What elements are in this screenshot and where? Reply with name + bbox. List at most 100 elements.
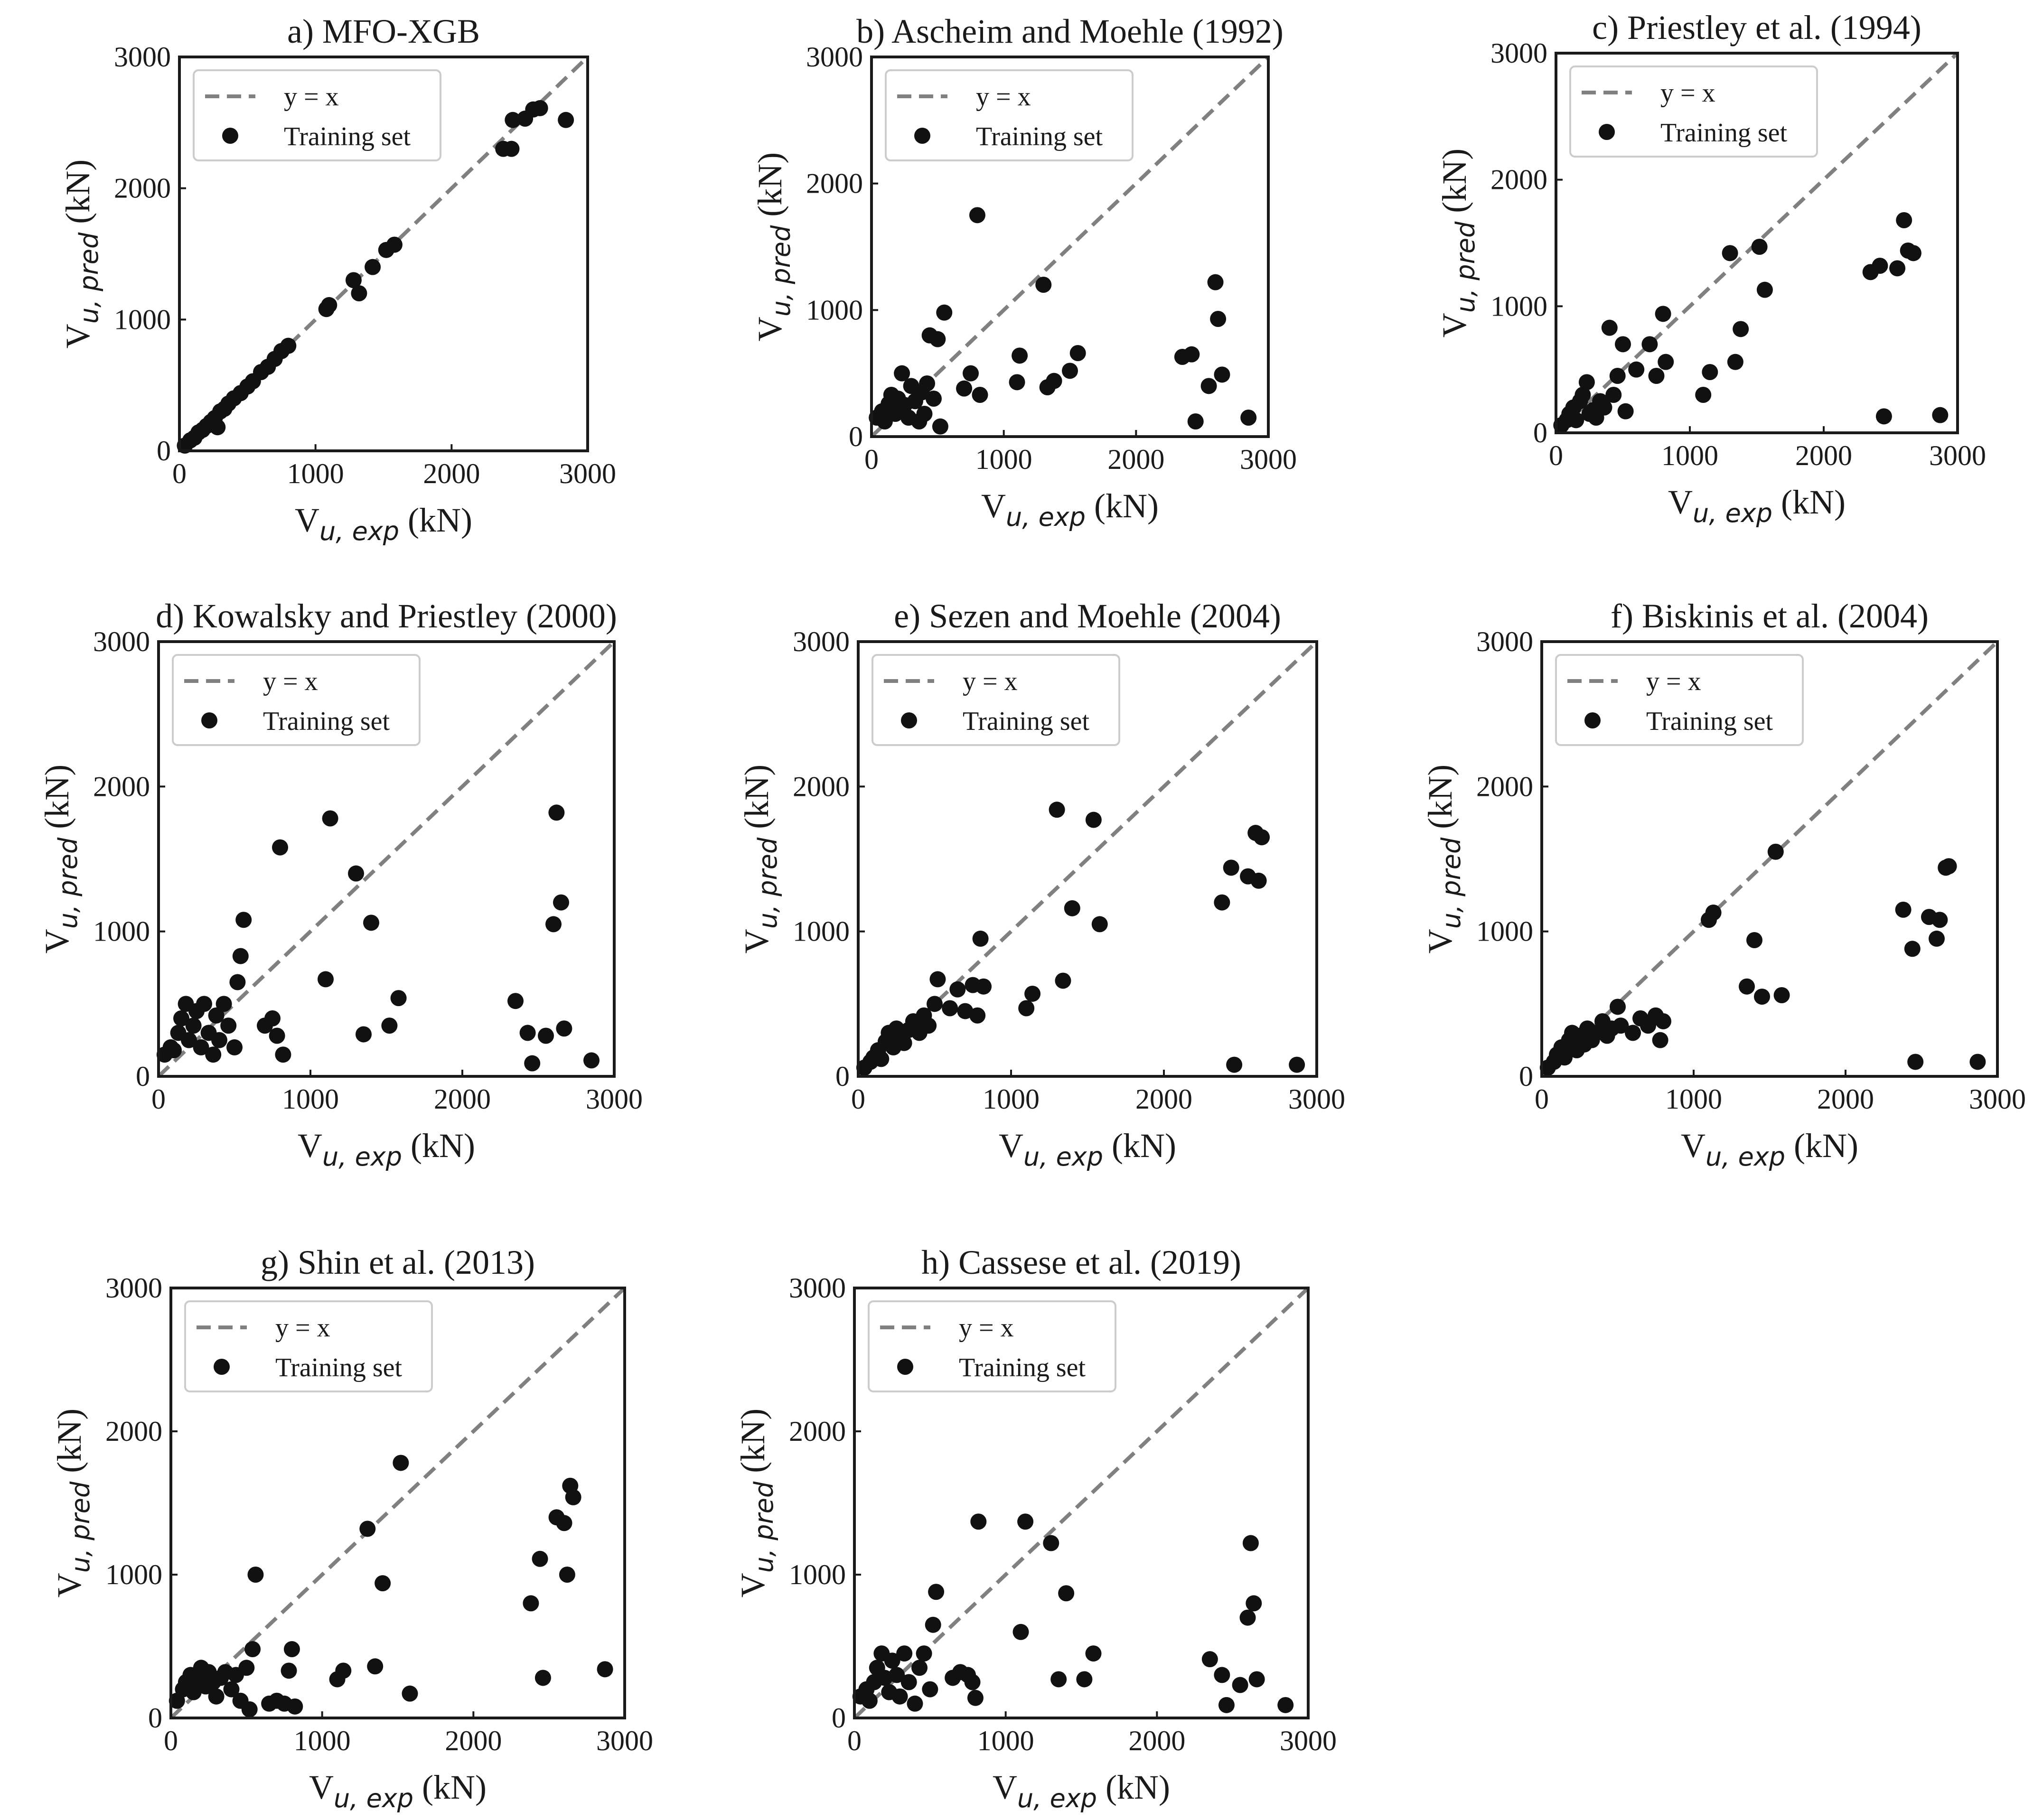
- data-point: [1049, 802, 1065, 818]
- data-point: [1733, 321, 1749, 337]
- legend-label-reference: y = x: [963, 667, 1018, 696]
- x-axis-label: Vu, exp (kN): [981, 487, 1159, 532]
- data-point: [318, 971, 334, 988]
- data-point: [1556, 1049, 1573, 1066]
- data-point: [1226, 1056, 1243, 1073]
- x-tick-label: 2000: [1128, 1725, 1185, 1756]
- x-tick-label: 3000: [1288, 1083, 1345, 1115]
- reference-line-y-equals-x: [857, 640, 1318, 1078]
- data-point: [402, 1685, 418, 1702]
- y-tick-label: 2000: [1490, 164, 1547, 196]
- x-tick-label: 1000: [294, 1725, 351, 1756]
- x-axis-label: Vu, exp (kN): [993, 1768, 1170, 1813]
- x-tick-label: 1000: [1661, 440, 1718, 471]
- data-point: [1242, 1535, 1259, 1551]
- plot-frame: [157, 640, 616, 1078]
- x-axis-label: Vu, exp (kN): [1681, 1127, 1858, 1172]
- data-point: [896, 1645, 913, 1662]
- x-tick-label: 0: [164, 1725, 178, 1756]
- x-axis-label: Vu, exp (kN): [999, 1127, 1176, 1172]
- legend-filled-circle-icon: [897, 1359, 913, 1375]
- data-point: [545, 916, 562, 933]
- x-tick-label: 3000: [1929, 440, 1986, 471]
- data-point: [1578, 374, 1595, 391]
- data-point: [916, 1645, 932, 1662]
- y-tick-label: 0: [832, 1702, 846, 1734]
- legend-label-reference: y = x: [275, 1313, 330, 1343]
- data-point: [1617, 403, 1634, 420]
- data-point: [1872, 258, 1888, 274]
- x-tick-label: 2000: [1135, 1083, 1192, 1115]
- data-point: [1201, 1651, 1218, 1668]
- plot-frame: [853, 1287, 1310, 1719]
- x-tick-label: 0: [847, 1725, 862, 1756]
- plot-frame: [857, 640, 1318, 1078]
- data-point: [1250, 872, 1267, 889]
- data-point: [505, 112, 521, 128]
- data-point: [1648, 368, 1665, 384]
- x-tick-label: 1000: [287, 458, 344, 489]
- data-point: [1232, 1677, 1248, 1693]
- data-point: [1896, 212, 1912, 228]
- data-point: [1085, 812, 1102, 828]
- legend-label-training-set: Training set: [1660, 118, 1788, 148]
- data-point: [1625, 1025, 1641, 1041]
- reference-line-y-equals-x: [853, 1287, 1310, 1719]
- data-point: [272, 839, 288, 856]
- data-point: [321, 297, 337, 313]
- data-point: [1905, 245, 1921, 261]
- data-point: [208, 1007, 225, 1024]
- data-point: [524, 1055, 541, 1072]
- plot-frame: [169, 1287, 626, 1719]
- data-point: [1929, 930, 1945, 947]
- data-point: [916, 406, 933, 422]
- data-point: [876, 1670, 893, 1686]
- data-point: [1596, 399, 1612, 416]
- data-point: [967, 1689, 984, 1706]
- data-point: [1931, 912, 1948, 928]
- data-point: [264, 1010, 281, 1027]
- y-tick-label: 2000: [93, 771, 150, 802]
- data-point: [363, 915, 379, 931]
- plot-frame: [1555, 52, 1959, 434]
- data-point: [1895, 901, 1912, 918]
- data-point: [1655, 1013, 1671, 1029]
- data-point: [1214, 366, 1230, 383]
- data-point: [911, 1660, 928, 1676]
- data-point: [889, 1667, 905, 1683]
- y-tick-label: 1000: [105, 1559, 162, 1590]
- data-point: [929, 971, 946, 988]
- data-point: [241, 1701, 258, 1717]
- data-point: [558, 112, 574, 128]
- data-point: [345, 272, 362, 289]
- legend-box: [868, 1300, 1116, 1392]
- data-point: [1612, 1017, 1629, 1034]
- y-tick-label: 2000: [806, 168, 863, 199]
- data-point: [280, 337, 297, 354]
- reference-line-y-equals-x: [870, 56, 1270, 438]
- legend-filled-circle-icon: [222, 128, 238, 144]
- y-axis-label: Vu, pred (kN): [738, 765, 783, 954]
- legend-label-reference: y = x: [263, 667, 318, 696]
- chart-panel-g: g) Shin et al. (2013) 0 1000 2000 3000 0 1000 2…: [50, 1243, 653, 1813]
- data-point: [861, 1692, 878, 1709]
- data-point: [1969, 1054, 1986, 1070]
- data-point: [1069, 345, 1086, 361]
- data-point: [1904, 941, 1921, 957]
- data-point: [283, 1641, 300, 1658]
- data-point: [229, 974, 246, 990]
- y-tick-label: 3000: [105, 1272, 162, 1304]
- y-tick-label: 0: [136, 1061, 150, 1092]
- data-point: [936, 304, 953, 321]
- chart-title: a) MFO-XGB: [287, 12, 480, 50]
- y-tick-label: 3000: [1476, 626, 1533, 657]
- data-point: [922, 1681, 938, 1698]
- data-point: [367, 1658, 384, 1675]
- data-point: [1035, 277, 1052, 293]
- data-point: [583, 1052, 600, 1069]
- data-point: [1055, 972, 1071, 989]
- data-point: [972, 387, 988, 403]
- data-point: [925, 391, 942, 407]
- legend: y = x Training set: [1555, 654, 1804, 746]
- y-tick-label: 0: [157, 435, 171, 467]
